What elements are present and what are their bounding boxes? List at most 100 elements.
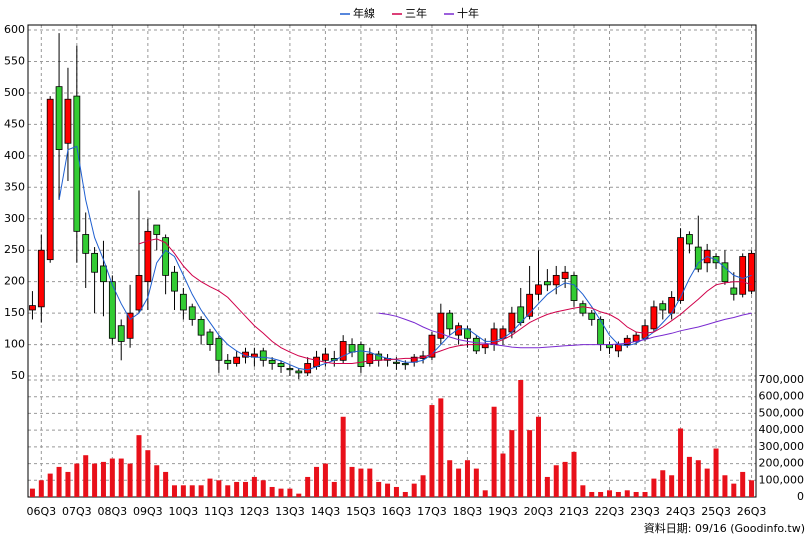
volume-bar xyxy=(225,485,231,497)
candle-body xyxy=(348,344,356,353)
volume-bar xyxy=(740,471,746,497)
volume-bar xyxy=(171,485,177,497)
candle-body xyxy=(561,271,569,279)
volume-bar xyxy=(500,453,506,497)
candle-body xyxy=(668,297,676,314)
candle-body xyxy=(428,334,436,358)
y2-tick-label: 200,000 xyxy=(759,457,805,470)
candle-body xyxy=(91,252,98,273)
volume-bar xyxy=(535,416,541,497)
x-tick-label: 21Q3 xyxy=(559,505,589,518)
x-tick-label: 23Q3 xyxy=(630,505,660,518)
candle-body xyxy=(259,350,267,361)
candle-body xyxy=(623,337,631,345)
candle-body xyxy=(721,262,729,283)
volume-bar xyxy=(544,476,550,497)
volume-bar xyxy=(509,430,515,497)
volume-bar xyxy=(686,456,692,497)
candle-body xyxy=(286,368,294,371)
volume-bar xyxy=(367,468,373,497)
candle-body xyxy=(37,249,45,308)
candle-body xyxy=(29,305,36,311)
candle-body xyxy=(179,293,187,311)
candle-body xyxy=(446,312,454,330)
volume-bar xyxy=(349,466,355,497)
y-tick-label: 100 xyxy=(4,338,25,351)
volume-bar xyxy=(322,463,328,497)
candle-body xyxy=(570,274,578,301)
volume-bar xyxy=(464,460,470,497)
volume-bar xyxy=(56,466,62,497)
y-tick-label: 400 xyxy=(4,149,25,162)
candle-body xyxy=(694,246,702,270)
candle-body xyxy=(73,95,81,232)
y-tick-label: 250 xyxy=(4,243,25,256)
volume-bar xyxy=(47,473,53,497)
x-tick-label: 08Q3 xyxy=(98,505,128,518)
y-tick-label: 550 xyxy=(4,54,25,67)
volume-bar xyxy=(251,476,257,497)
candle-body xyxy=(224,359,232,364)
candle-body xyxy=(543,281,551,286)
volume-bar xyxy=(615,491,621,497)
x-tick-label: 19Q3 xyxy=(488,505,518,518)
x-tick-label: 26Q3 xyxy=(737,505,767,518)
candle-body xyxy=(597,319,605,345)
volume-bar xyxy=(243,481,249,497)
candle-body xyxy=(677,237,684,301)
candle-body xyxy=(650,306,658,330)
volume-bar xyxy=(562,461,568,497)
candle-body xyxy=(552,274,560,286)
volume-bar xyxy=(624,490,630,497)
y-tick-label: 600 xyxy=(4,23,25,36)
candle-body xyxy=(108,281,116,339)
candle-body xyxy=(339,341,347,361)
y-tick-label: 50 xyxy=(11,369,25,382)
volume-bar xyxy=(207,478,213,497)
x-tick-label: 12Q3 xyxy=(240,505,270,518)
y-tick-label: 500 xyxy=(4,86,25,99)
y-tick-label: 200 xyxy=(4,275,25,288)
candle-body xyxy=(526,293,534,317)
candle-body xyxy=(126,312,134,339)
x-tick-label: 09Q3 xyxy=(133,505,163,518)
candle-body xyxy=(401,363,409,366)
volume-bar xyxy=(598,491,604,497)
legend-label: 十年 xyxy=(457,6,479,20)
candle-body xyxy=(117,325,125,342)
note: 資料日期: 09/16 (Goodinfo.tw) xyxy=(644,521,805,535)
candle-body xyxy=(277,363,285,368)
volume-bar xyxy=(553,465,559,497)
volume-bar xyxy=(180,485,186,497)
volume-bar xyxy=(385,483,391,497)
candle-body xyxy=(144,230,152,283)
candle-body xyxy=(197,319,205,336)
candle-body xyxy=(153,224,161,235)
candle-body xyxy=(162,237,170,276)
ma-line xyxy=(138,238,752,364)
volume-bar xyxy=(29,488,35,497)
x-tick-label: 10Q3 xyxy=(169,505,199,518)
volume-bar xyxy=(278,488,284,497)
candle-body xyxy=(304,363,312,374)
volume-bar xyxy=(678,428,684,497)
volume-bar xyxy=(358,468,364,497)
y2-tick-label: 600,000 xyxy=(759,390,805,403)
volume-bar xyxy=(695,460,701,497)
volume-bar xyxy=(74,463,80,497)
candle-body xyxy=(64,98,72,144)
candle-body xyxy=(268,359,276,364)
y2-tick-label: 300,000 xyxy=(759,440,805,453)
volume-bar xyxy=(92,463,98,497)
candle-body xyxy=(614,344,622,352)
volume-bar xyxy=(305,476,311,497)
volume-bar xyxy=(269,486,275,497)
x-tick-label: 20Q3 xyxy=(524,505,554,518)
volume-bar xyxy=(420,475,426,497)
candle-body xyxy=(588,312,596,320)
volume-bar xyxy=(456,468,462,497)
volume-bar xyxy=(198,485,204,497)
plot-border xyxy=(27,24,757,498)
